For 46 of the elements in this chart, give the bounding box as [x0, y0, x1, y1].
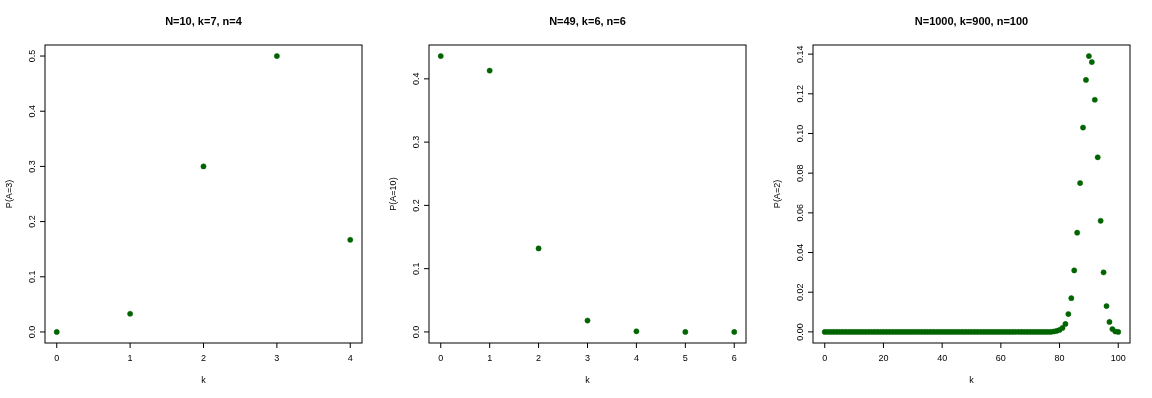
x-tick-label: 2	[536, 353, 542, 363]
x-tick-label: 40	[937, 353, 948, 363]
y-tick-label: 0.5	[27, 49, 37, 63]
x-tick-label: 5	[682, 353, 688, 363]
y-tick-label: 0.04	[795, 243, 805, 262]
y-axis-title: P(A=10)	[388, 177, 398, 211]
y-axis-title: P(A=3)	[4, 179, 14, 209]
y-tick-label: 0.2	[27, 215, 37, 228]
y-tick-label: 0.4	[411, 72, 421, 86]
y-tick-label: 0.00	[795, 323, 805, 341]
y-tick-label: 0.2	[411, 199, 421, 212]
x-tick-label: 80	[1054, 353, 1065, 363]
y-tick-label: 0.0	[411, 325, 421, 339]
y-tick-label: 0.08	[795, 164, 805, 182]
chart-title: N=1000, k=900, n=100	[914, 15, 1029, 27]
y-tick-label: 0.02	[795, 283, 805, 301]
y-axis-title: P(A=2)	[772, 179, 782, 209]
chart-title: N=49, k=6, n=6	[549, 15, 626, 27]
x-tick-label: 0	[822, 353, 828, 363]
x-axis-title: k	[201, 375, 207, 385]
y-tick-label: 0.1	[411, 262, 421, 275]
x-tick-label: 4	[347, 353, 353, 363]
y-tick-label: 0.4	[27, 104, 37, 118]
y-tick-label: 0.1	[27, 270, 37, 284]
x-axis-title: k	[585, 375, 591, 385]
y-tick-label: 0.3	[27, 160, 37, 173]
x-tick-label: 1	[487, 353, 493, 363]
y-tick-label: 0.10	[795, 124, 805, 143]
x-tick-label: 60	[995, 353, 1006, 363]
x-tick-label: 1	[127, 353, 133, 363]
x-tick-label: 100	[1110, 353, 1126, 363]
y-tick-label: 0.3	[411, 135, 421, 149]
x-tick-label: 0	[54, 353, 60, 363]
x-tick-label: 0	[438, 353, 444, 363]
x-tick-label: 3	[274, 353, 280, 363]
y-tick-label: 0.14	[795, 45, 805, 63]
x-tick-label: 3	[584, 353, 591, 363]
y-tick-label: 0.0	[27, 325, 37, 339]
x-tick-label: 20	[878, 353, 889, 363]
x-tick-label: 2	[200, 353, 207, 363]
x-tick-label: 6	[731, 353, 737, 363]
y-tick-label: 0.12	[795, 85, 805, 103]
y-tick-label: 0.06	[795, 204, 805, 222]
x-axis-title: k	[969, 375, 975, 385]
x-tick-label: 4	[633, 353, 639, 363]
chart-title: N=10, k=7, n=4	[165, 15, 243, 27]
